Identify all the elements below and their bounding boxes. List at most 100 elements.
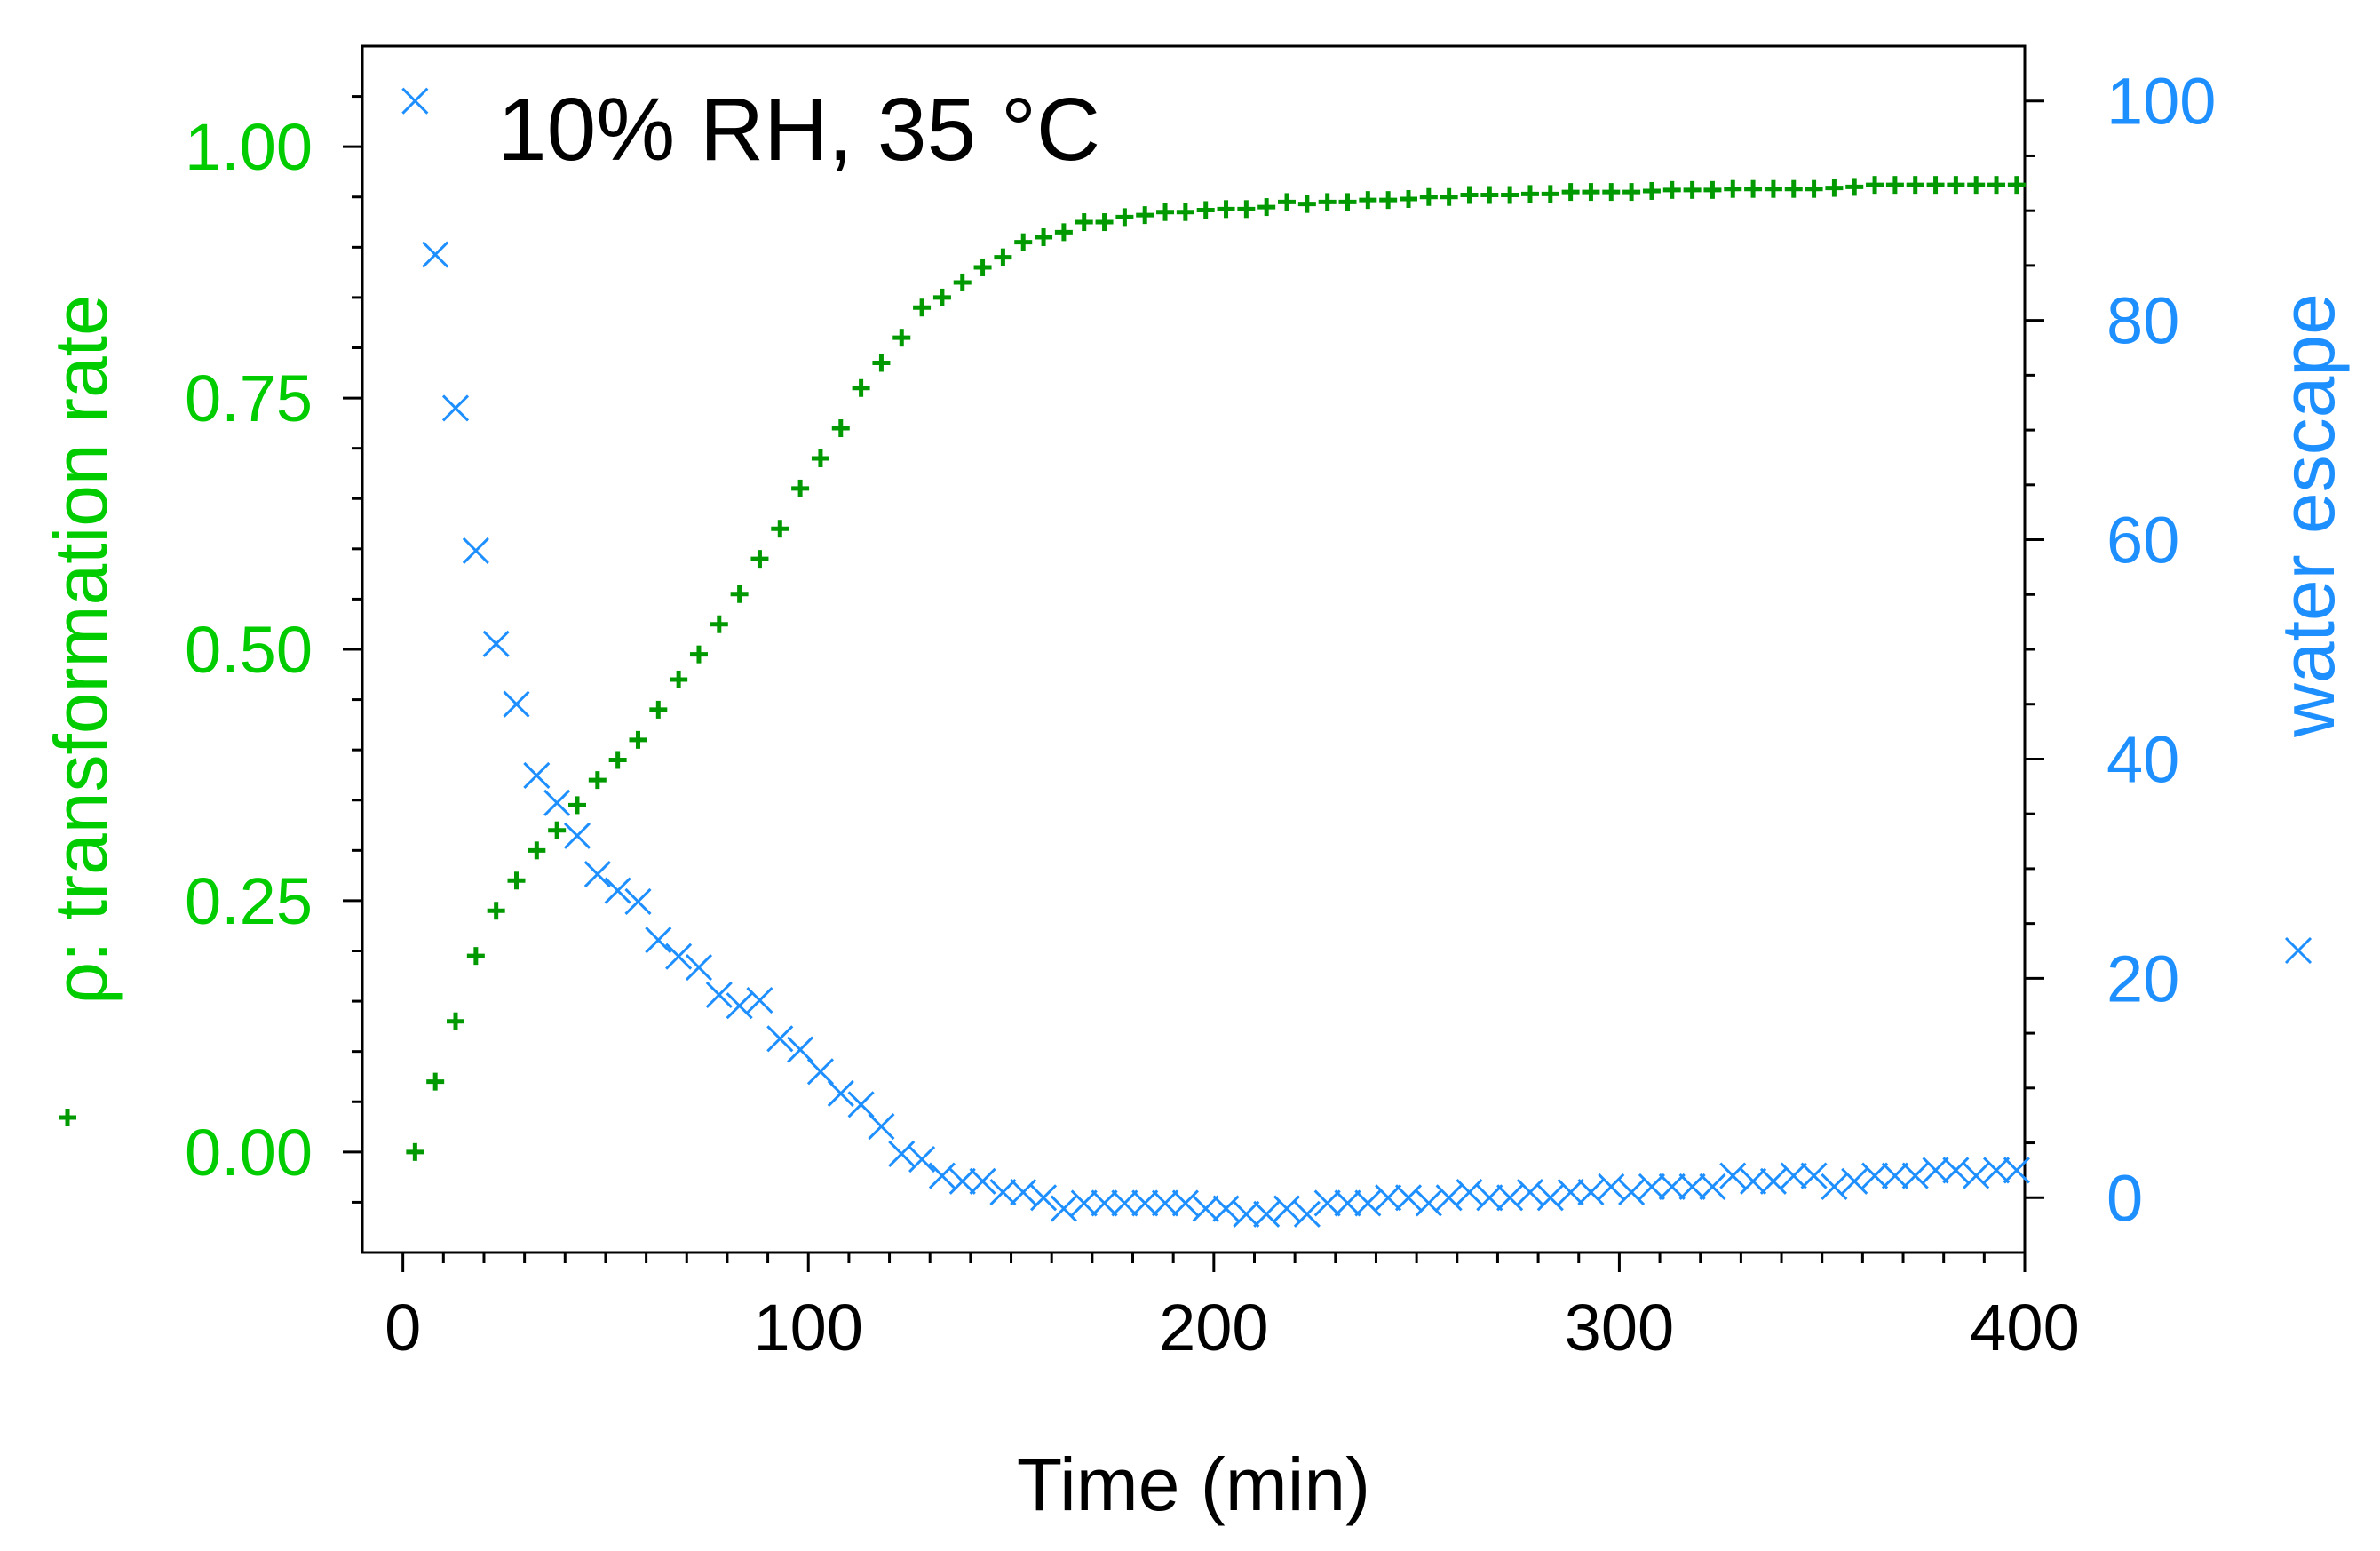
- rho-point: [1987, 176, 2006, 195]
- right-y-tick-label: 60: [2106, 504, 2179, 577]
- water-point-b: [1212, 1195, 1240, 1222]
- water-point: [563, 822, 591, 849]
- rho-point: [1825, 179, 1844, 197]
- rho-point: [1662, 180, 1681, 199]
- water-point: [1598, 1173, 1625, 1200]
- water-point-b: [806, 1058, 835, 1086]
- water-point: [543, 789, 571, 816]
- water-point-b: [1313, 1189, 1341, 1217]
- water-point-b: [1658, 1173, 1686, 1200]
- water-point: [1394, 1184, 1423, 1212]
- water-point: [1151, 1189, 1179, 1217]
- x-tick-label: 300: [1565, 1291, 1674, 1364]
- water-point: [1293, 1200, 1321, 1228]
- water-point: [1942, 1157, 1970, 1184]
- water-point-b: [1334, 1189, 1361, 1217]
- water-point-b: [503, 690, 530, 718]
- rho-point: [1014, 233, 1033, 251]
- rho-point: [1440, 187, 1458, 206]
- water-point: [1496, 1184, 1524, 1212]
- rho-point: [1338, 193, 1357, 211]
- water-point-b: [888, 1140, 916, 1167]
- water-point-b: [604, 877, 631, 904]
- rho-point: [1460, 186, 1479, 204]
- rho-point: [1054, 223, 1073, 242]
- water-point-b: [989, 1179, 1017, 1206]
- water-point-b: [746, 986, 774, 1014]
- rho-point: [1035, 228, 1053, 247]
- water-point: [441, 394, 470, 422]
- water-point: [1618, 1179, 1646, 1206]
- water-point: [1658, 1173, 1686, 1200]
- water-point-b: [1070, 1189, 1098, 1217]
- right-y-tick-label: 40: [2106, 722, 2179, 796]
- water-point-b: [1759, 1167, 1787, 1195]
- water-point-b: [1030, 1184, 1058, 1212]
- water-point-b: [827, 1079, 854, 1108]
- water-point-b: [665, 943, 693, 970]
- rho-point: [1257, 198, 1276, 217]
- water-point-b: [787, 1036, 814, 1063]
- water-point: [989, 1179, 1017, 1206]
- water-point: [685, 953, 713, 982]
- water-point: [1050, 1195, 1077, 1222]
- water-point: [787, 1036, 814, 1063]
- rho-point: [1805, 179, 1823, 198]
- water-point-b: [1253, 1200, 1281, 1228]
- water-point-b: [1577, 1179, 1605, 1206]
- water-point: [1091, 1189, 1118, 1217]
- legend-rho-symbol: [59, 1109, 76, 1126]
- rho-point: [1359, 191, 1377, 210]
- water-point: [868, 1112, 895, 1141]
- rho-point: [629, 730, 647, 749]
- water-point: [1131, 1189, 1159, 1217]
- x-axis-ticks: 0 100 200 300 400: [385, 1253, 2080, 1364]
- rho-point: [1906, 176, 1924, 195]
- water-point: [1375, 1184, 1402, 1212]
- rho-point: [1703, 180, 1722, 199]
- water-point: [1638, 1173, 1666, 1200]
- water-point: [969, 1167, 996, 1195]
- water-point-b: [1496, 1184, 1524, 1212]
- rho-point: [528, 841, 546, 860]
- legend-marker-water: [2284, 936, 2313, 965]
- rho-point: [831, 419, 850, 438]
- rho-point: [1967, 176, 1986, 195]
- water-point: [1881, 1162, 1908, 1189]
- water-point-b: [948, 1167, 976, 1195]
- left-y-tick-label: 1.00: [185, 110, 313, 184]
- rho-point: [1520, 185, 1539, 203]
- rho-point: [1683, 180, 1702, 199]
- rho-point: [1744, 179, 1763, 198]
- rho-point: [1642, 181, 1661, 200]
- water-point: [888, 1140, 916, 1167]
- water-point-b: [1598, 1173, 1625, 1200]
- rho-point: [406, 1142, 424, 1161]
- rho-point: [588, 771, 607, 790]
- rho-point: [1379, 191, 1398, 210]
- water-point: [1557, 1179, 1584, 1206]
- water-point-b: [1780, 1162, 1807, 1189]
- water-point-b: [1233, 1200, 1260, 1228]
- water-point: [1192, 1195, 1219, 1222]
- water-point: [1577, 1179, 1605, 1206]
- legend-marker-rho: [59, 1109, 76, 1126]
- water-point-b: [645, 927, 672, 954]
- water-point-b: [441, 394, 470, 422]
- water-point-b: [1536, 1184, 1564, 1212]
- water-point: [1841, 1167, 1868, 1195]
- rho-point: [426, 1072, 445, 1091]
- right-y-tick-label: 20: [2106, 942, 2179, 1015]
- right-y-axis-title: water escape: [2266, 293, 2350, 738]
- water-point: [422, 241, 449, 268]
- water-point-b: [1010, 1179, 1037, 1206]
- rho-point: [1582, 183, 1600, 202]
- water-point-b: [1435, 1184, 1463, 1212]
- water-point-b: [1922, 1157, 1949, 1184]
- rho-point: [567, 796, 586, 815]
- rho-point: [1115, 208, 1134, 227]
- water-point: [1901, 1162, 1929, 1189]
- water-point-b: [1111, 1189, 1138, 1217]
- water-point: [928, 1162, 956, 1189]
- water-point-b: [726, 992, 753, 1020]
